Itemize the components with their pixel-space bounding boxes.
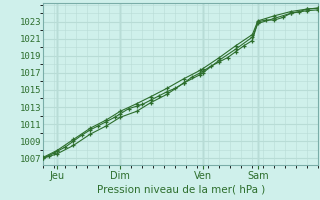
X-axis label: Pression niveau de la mer( hPa ): Pression niveau de la mer( hPa ) [97,185,265,195]
